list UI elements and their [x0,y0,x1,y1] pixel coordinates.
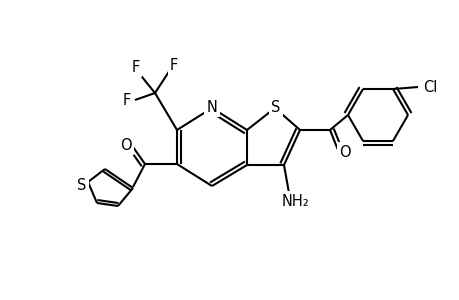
Text: O: O [338,145,350,160]
Text: S: S [77,178,86,193]
Text: S: S [271,100,280,115]
Text: F: F [123,92,131,107]
Text: NH₂: NH₂ [281,194,309,208]
Text: F: F [169,58,178,73]
Text: N: N [206,100,217,115]
Text: O: O [120,137,132,152]
Text: Cl: Cl [422,80,436,94]
Text: F: F [132,59,140,74]
